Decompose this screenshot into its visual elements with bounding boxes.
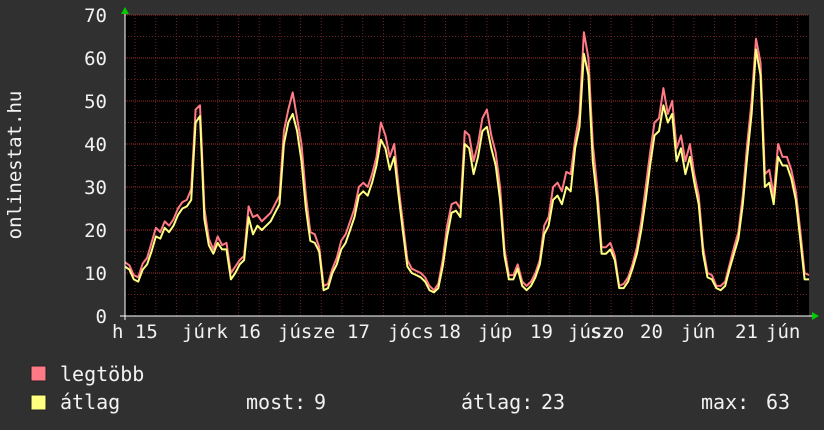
stats-row: most: 9 átlag: 23 max: 63 [246,390,790,414]
x-tick-label: 20 [640,321,663,343]
x-tick-label: 18 [438,321,461,343]
y-tick-label: 30 [84,177,107,199]
stat-avg-value: 23 [541,390,565,414]
series-line-legtobb [124,31,810,292]
stat-max-label: max: [701,390,749,414]
x-tick-label: jún [766,321,800,343]
legend-swatch-legtobb [30,365,47,382]
x-tick-label: júsz [568,321,614,343]
y-tick-label: 50 [84,91,107,113]
x-tick-label: júp [478,321,512,343]
y-axis-arrow [121,7,129,14]
legend-label-atlag: átlag [60,390,120,414]
x-tick-label: h 15 [112,321,158,343]
x-tick-label: 16 [238,321,261,343]
series-lines [124,31,810,294]
x-tick-label: júrk [182,321,228,343]
series-line-atlag [124,48,809,294]
legend: legtöbb átlag [30,362,144,414]
stat-avg-label: átlag: [461,390,533,414]
x-tick-label: jún [681,321,715,343]
legend-label-legtobb: legtöbb [60,362,144,386]
x-tick-label: 17 [347,321,370,343]
x-tick-label: júsze [278,321,335,343]
x-tick-label: jócs [388,321,434,343]
x-tick-label: 19 [530,321,553,343]
x-tick-label: 21 [735,321,758,343]
stat-now-value: 9 [314,390,326,414]
y-axis-ticks: 0 10 20 30 40 50 60 70 [84,5,107,328]
y-tick-label: 40 [84,134,107,156]
y-tick-label: 60 [84,48,107,70]
y-tick-label: 10 [84,263,107,285]
legend-swatch-atlag [30,394,47,411]
y-tick-label: 0 [96,306,107,328]
y-tick-label: 70 [84,5,107,27]
y-axis-title: onlinestat.hu [4,91,26,240]
x-axis-arrow [812,312,819,320]
y-tick-label: 20 [84,220,107,242]
stat-max-value: 63 [766,390,790,414]
stat-now-label: most: [246,390,306,414]
x-tick-label: szo [590,321,624,343]
